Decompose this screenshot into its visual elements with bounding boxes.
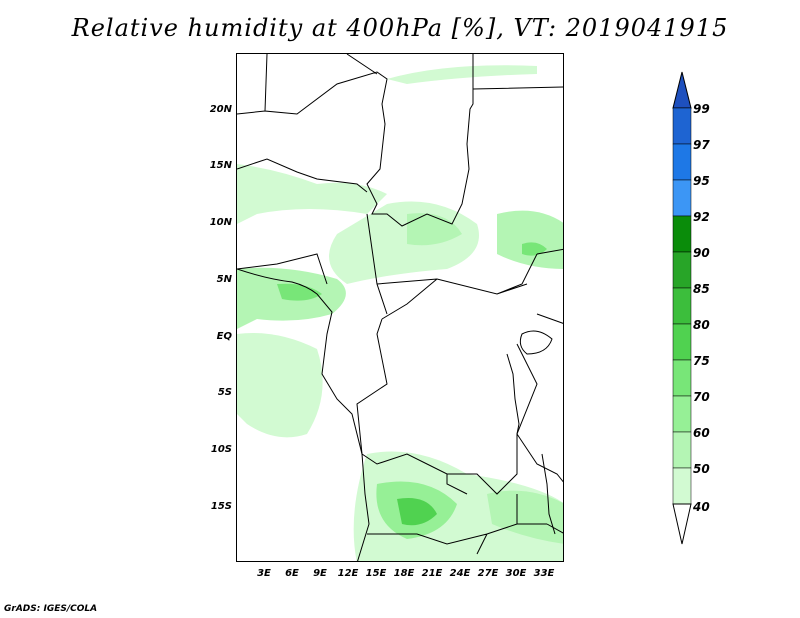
lat-label-20n: 20N (209, 104, 232, 115)
lon-label-21e: 21E (421, 568, 443, 579)
colorbar-label-95: 95 (693, 174, 710, 188)
lat-label-eq: EQ (216, 331, 232, 342)
colorbar-band-50 (672, 467, 692, 505)
humidity-field-north (387, 65, 537, 84)
lon-label-27e: 27E (477, 568, 499, 579)
colorbar-label-40: 40 (693, 500, 710, 514)
colorbar-label-75: 75 (693, 354, 710, 368)
lon-label-18e: 18E (393, 568, 415, 579)
lake-malawi (541, 453, 556, 535)
lon-label-9e: 9E (313, 568, 327, 579)
humidity-field-coast (237, 333, 323, 438)
lon-label-12e: 12E (337, 568, 359, 579)
humidity-field-gulf-core (277, 283, 322, 301)
colorbar-band-75 (672, 359, 692, 397)
colorbar-band-95 (672, 179, 692, 217)
border-lines (237, 54, 563, 555)
colorbar-band-70 (672, 395, 692, 433)
colorbar-top-arrow (672, 71, 692, 109)
lon-label-33e: 33E (533, 568, 555, 579)
lake-victoria (519, 330, 553, 355)
humidity-field-east (497, 210, 563, 269)
lat-label-10s: 10S (210, 444, 232, 455)
colorbar-band-92 (672, 215, 692, 253)
lat-label-5n: 5N (216, 274, 232, 285)
colorbar-label-99: 99 (693, 102, 710, 116)
map-title: Relative humidity at 400hPa [%], VT: 201… (71, 14, 729, 42)
humidity-field-sahel-west (237, 164, 387, 224)
humidity-field-southeast (487, 490, 563, 544)
humidity-field-south-core (397, 498, 437, 526)
lon-label-15e: 15E (365, 568, 387, 579)
lon-label-6e: 6E (285, 568, 299, 579)
colorbar-label-60: 60 (693, 426, 710, 440)
lat-label-10n: 10N (209, 217, 232, 228)
lon-label-30e: 30E (505, 568, 527, 579)
colorbar-label-90: 90 (693, 246, 710, 260)
colorbar-label-80: 80 (693, 318, 710, 332)
country-boundaries (237, 54, 563, 561)
grads-credit: GrADS: IGES/COLA (4, 604, 98, 614)
colorbar-band-80 (672, 323, 692, 361)
map-canvas (237, 54, 563, 561)
lon-label-3e: 3E (257, 568, 271, 579)
humidity-field-east-core (522, 242, 547, 256)
colorbar (672, 71, 692, 545)
lon-label-24e: 24E (449, 568, 471, 579)
colorbar-label-70: 70 (693, 390, 710, 404)
colorbar-band-90 (672, 251, 692, 289)
colorbar-label-50: 50 (693, 462, 710, 476)
humidity-field-central-core (407, 213, 462, 246)
humidity-shading (237, 65, 563, 561)
colorbar-label-97: 97 (693, 138, 710, 152)
lat-label-15n: 15N (209, 160, 232, 171)
colorbar-label-85: 85 (693, 282, 710, 296)
colorbar-band-97 (672, 143, 692, 181)
colorbar-band-60 (672, 431, 692, 469)
lake-tanganyika (506, 353, 520, 435)
coastline (237, 268, 370, 561)
lat-label-15s: 15S (210, 501, 232, 512)
colorbar-bottom-arrow (672, 503, 692, 545)
humidity-field-central (329, 201, 479, 284)
colorbar-label-92: 92 (693, 210, 710, 224)
colorbar-band-99 (672, 107, 692, 145)
map-panel (236, 53, 564, 562)
lat-label-5s: 5S (217, 387, 232, 398)
colorbar-band-85 (672, 287, 692, 325)
